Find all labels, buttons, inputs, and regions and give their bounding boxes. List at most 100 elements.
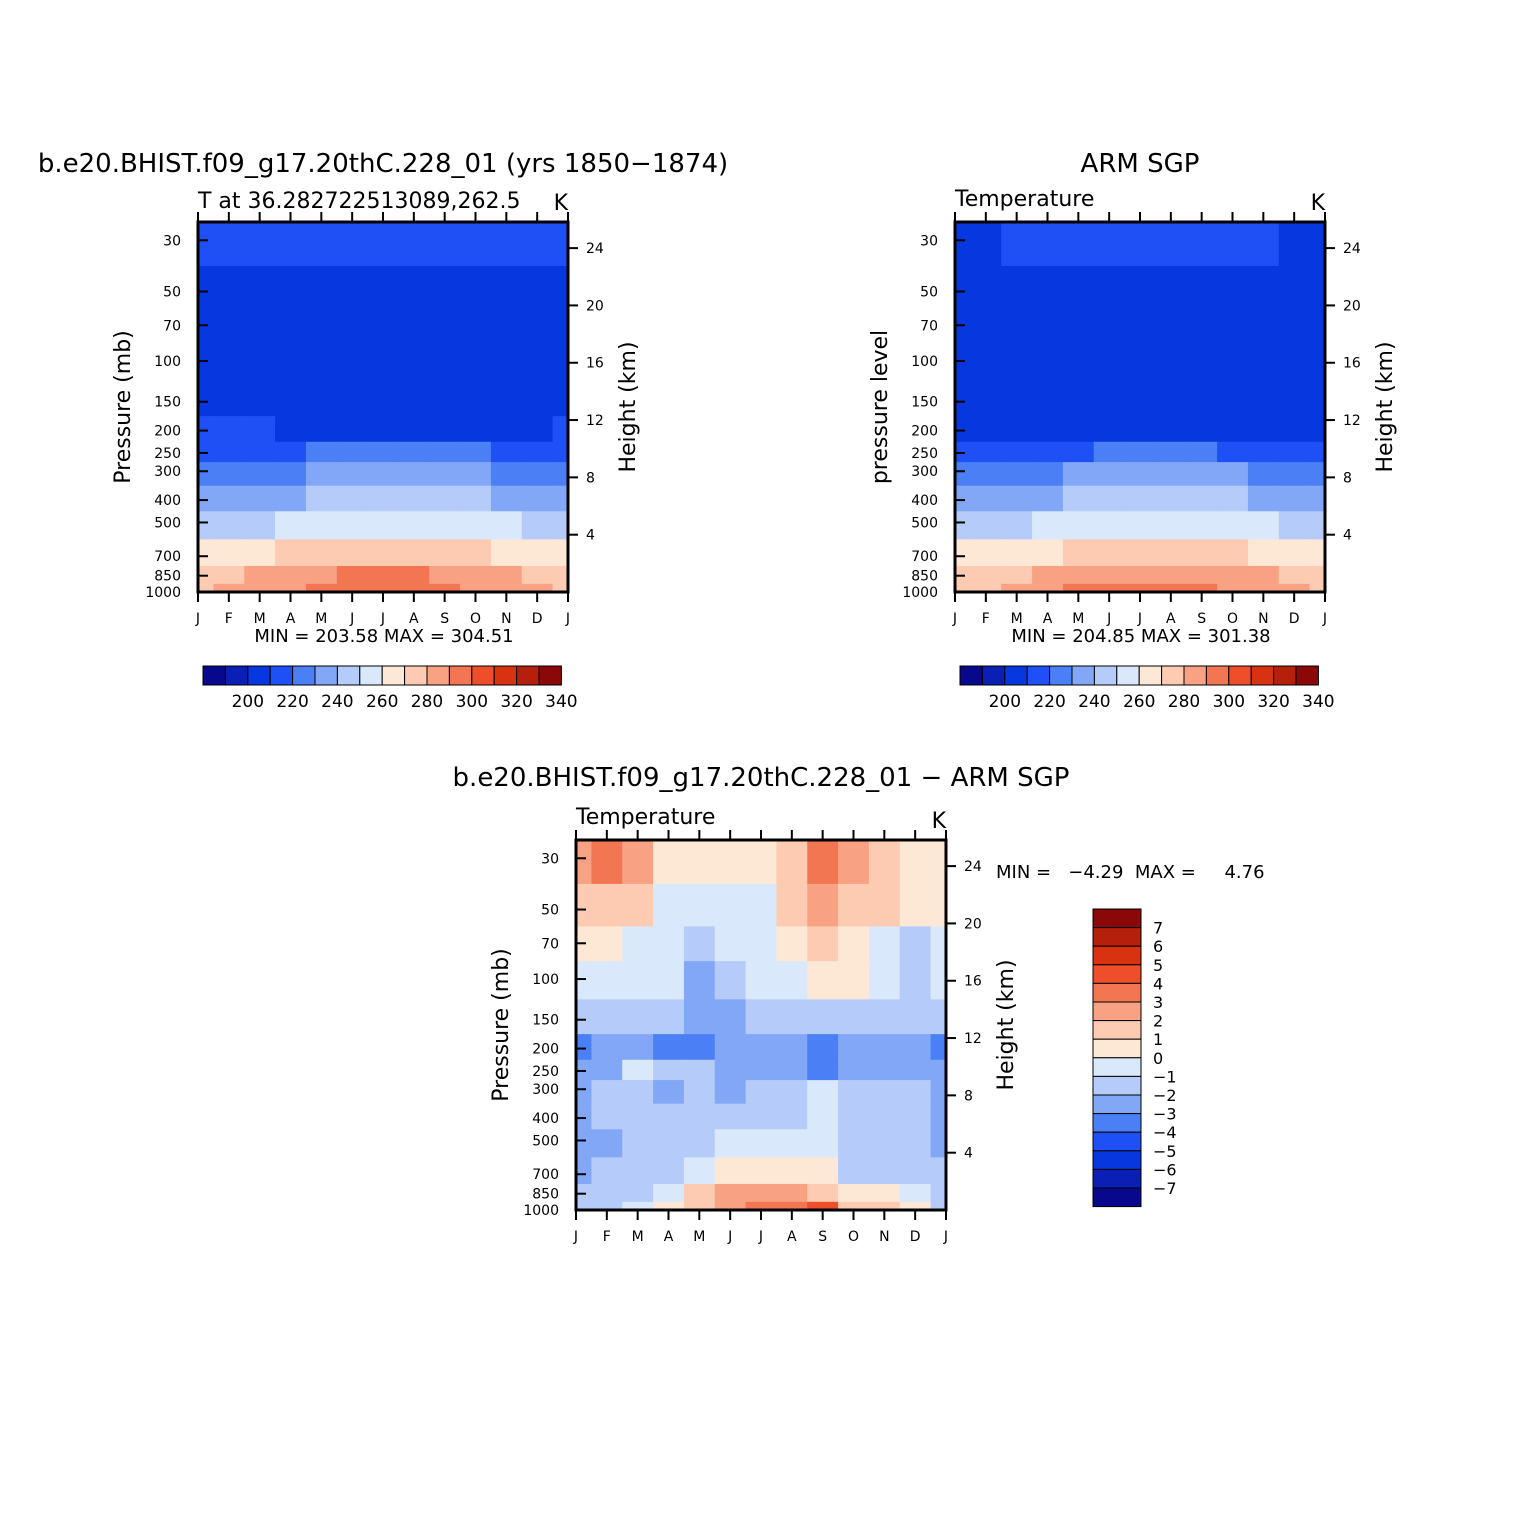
heatmap-cell [552,343,569,382]
heatmap-cell [244,565,276,585]
heatmap-cell [970,343,1002,382]
heatmap-cell [714,999,747,1035]
colorbar-label: 280 [1168,692,1200,712]
heatmap-cell [275,416,307,443]
heatmap-cell [198,343,215,382]
heatmap-cell [367,462,400,487]
height-tick-label: 12 [964,1031,982,1047]
heatmap-cell [930,1183,947,1203]
month-tick-label: J [349,611,354,627]
heatmap-cell [622,883,654,927]
heatmap-cell [1217,343,1249,382]
heatmap-cell [336,308,369,344]
heatmap-cell [591,883,623,927]
heatmap-cell [1124,416,1157,443]
heatmap-cell [213,381,245,417]
heatmap-cell [1309,222,1326,267]
heatmap-cell [591,1080,623,1105]
colorbar-swatch [1092,1187,1142,1208]
colorbar-label: 340 [1302,692,1334,712]
heatmap-cell [398,343,430,382]
heatmap-cell [683,961,716,1000]
colorbar-label: 200 [232,692,264,712]
heatmap-cell [398,539,430,567]
pressure-tick-label: 1000 [145,585,181,601]
heatmap-cell [807,1183,839,1203]
heatmap-cell [1062,265,1095,309]
panel-diff-right-label: K [932,809,947,834]
heatmap-cell [429,265,461,309]
heatmap-cell [776,1103,808,1130]
pressure-tick-label: 500 [532,1133,559,1149]
height-tick-label: 4 [964,1146,973,1162]
height-tick-label: 16 [586,356,604,372]
heatmap-cell [807,1103,839,1130]
heatmap-cell [521,343,554,382]
heatmap-cell [1186,485,1218,512]
heatmap-cell [1309,265,1326,309]
month-tick-label: S [1197,611,1206,627]
heatmap-cell [622,1183,654,1203]
heatmap-cell [398,583,430,593]
colorbar-label: 280 [411,692,443,712]
heatmap-cell [213,565,245,585]
colorbar-label: −6 [1153,1160,1177,1179]
heatmap-cell [745,1201,778,1211]
heatmap-cell [1217,462,1249,487]
heatmap-cell [955,485,972,512]
heatmap-cell [1062,583,1095,593]
pressure-tick-label: 150 [154,395,181,411]
colorbar-label: −1 [1153,1067,1177,1086]
heatmap-cell [970,583,1002,593]
heatmap-cell [1217,539,1249,567]
colorbar-swatch [1026,665,1051,686]
heatmap-cell [429,485,461,512]
heatmap-cell [807,1201,839,1211]
heatmap-cell [1032,416,1064,443]
heatmap-cell [745,1129,778,1158]
heatmap-cell [460,308,492,344]
heatmap-cell [1217,485,1249,512]
heatmap-cell [576,961,593,1000]
heatmap-cell [244,583,276,593]
colorbar-label: 6 [1153,937,1163,956]
colorbar-swatch [1250,665,1275,686]
colorbar-swatch [1049,665,1073,686]
colorbar-swatch [1092,1113,1142,1133]
pressure-tick-label: 500 [911,515,938,531]
heatmap-cell [460,485,492,512]
heatmap-cell [807,926,839,962]
heatmap-cell [807,1080,839,1105]
colorbar-swatch [1071,665,1095,686]
colorbar-swatch [471,665,495,686]
heatmap-cell [1155,381,1187,417]
heatmap-cell [1247,343,1280,382]
colorbar-swatch [269,665,294,686]
heatmap-cell [1124,441,1157,463]
heatmap-cell [460,441,492,463]
heatmap-cell [198,381,215,417]
heatmap-cell [970,511,1002,540]
height-tick-label: 24 [586,241,604,257]
month-tick-label: D [1289,611,1300,627]
colorbar-label: 4 [1153,974,1163,993]
heatmap-cell [776,1201,808,1211]
heatmap-cell [429,511,461,540]
heatmap-cell [838,1157,870,1185]
heatmap-cell [490,511,523,540]
heatmap-cell [622,840,654,885]
heatmap-cell [838,883,870,927]
heatmap-cell [807,1157,839,1185]
heatmap-cell [1001,343,1033,382]
heatmap-cell [367,583,400,593]
heatmap-cell [776,1080,808,1105]
colorbar-label: −5 [1153,1142,1177,1161]
heatmap-cell [367,565,400,585]
heatmap-cell [1062,462,1095,487]
pressure-tick-label: 200 [911,424,938,440]
heatmap-cell [653,1201,685,1211]
heatmap-cell [552,485,569,512]
heatmap-cell [868,1129,901,1158]
panel-obs-colorbar: 200 220 240 260 280 300 320 340 [959,665,1335,712]
heatmap-cell [1124,539,1157,567]
